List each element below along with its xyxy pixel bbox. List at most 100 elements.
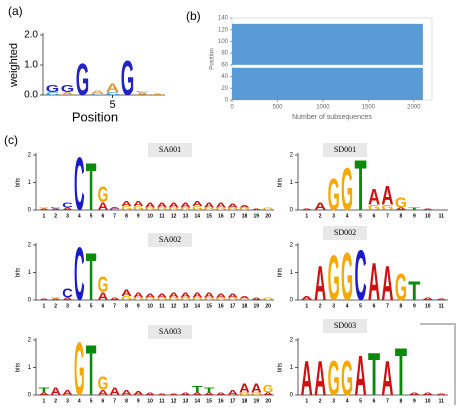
logo-letter: C [91,93,105,96]
logo-letter: A [314,200,327,213]
x-tick-label: 5 [359,398,362,404]
x-tick-label: 2 [54,213,57,219]
x-tick-label: 16 [218,213,224,219]
logo-letter: A [145,200,157,209]
logo-letter: G [192,205,203,211]
logo-title: SA001 [159,145,181,154]
x-tick-label: 2 [319,303,322,309]
logo-letter: T [408,207,421,211]
logo-letter: A [251,297,263,301]
y-tick-label: 0.0 [24,90,38,101]
logo-letter: A [109,207,120,209]
logo-letter: G [145,207,156,211]
x-tick-label: 3 [66,303,69,309]
logo-letter: A [180,200,192,209]
logo-letter: A [239,381,250,396]
logo-letter: A [98,388,110,397]
title-box [148,325,192,339]
logo-letter: G [121,295,132,301]
logo-letter: G [216,207,227,211]
logo-letter: A [39,298,50,300]
logo-letter: A [381,352,393,406]
logo-letter: A [109,297,121,301]
logo-letter: A [62,297,74,301]
logo-letter: A [62,388,74,397]
y-tick-label: 1.0 [24,60,38,71]
y-axis-label: Position [210,48,216,69]
logo-letter: A [157,200,169,209]
logo-letter: A [157,292,168,298]
logo-letter: G [204,207,215,211]
logo-letter: G [227,297,238,301]
logo-letter: G [121,51,135,106]
y-axis-label: bits [278,178,284,187]
logo-letter: A [204,290,216,299]
x-tick-label: 8 [400,398,403,404]
x-tick-label: 17 [230,303,236,309]
x-tick-label: 5 [90,398,93,404]
x-tick-label: 500 [272,105,283,111]
logo-letter: A [157,393,168,395]
x-tick-label: 3 [332,213,335,219]
logo-letter: A [216,200,228,209]
logo-letter: A [263,392,275,396]
x-tick-label: 12 [171,213,177,219]
y-axis-label: bits [278,268,284,277]
x-tick-label: 11 [439,303,445,309]
logo-letter: A [50,385,61,398]
logo-letter: A [121,199,133,208]
y-tick-label: 2 [28,243,32,249]
logo-letter: A [91,90,106,95]
logo-letter: G [98,373,109,394]
logo-letter: A [368,184,380,210]
logo-letter: G [133,297,144,301]
y-tick-label: 1 [28,270,32,276]
logo-title: SA002 [159,235,181,244]
logo-letter: A [227,388,239,397]
x-tick-label: 10 [147,303,153,309]
logo-letter: A [168,393,179,395]
x-tick-label: 3 [332,398,335,404]
x-tick-label: 8 [125,213,128,219]
logo-letter: A [314,352,326,406]
x-tick-label: 5 [90,303,93,309]
x-tick-label: 19 [254,213,260,219]
x-tick-label: 5 [359,213,362,219]
x-tick-label: 7 [386,213,389,219]
x-tick-label: 3 [66,213,69,219]
logo-letter: G [180,207,191,211]
logo-letter: G [239,207,250,211]
logo-letter: A [227,292,238,298]
logo-letter: A [301,295,313,301]
x-tick-label: 7 [113,303,116,309]
x-tick-label: 7 [386,303,389,309]
logo-letter: G [133,205,144,211]
logo-letter: G [39,207,50,209]
logo-letter: A [133,390,144,396]
logo-letter: G [341,157,353,224]
logo-letter: A [227,202,238,208]
logo-letter: A [301,208,313,210]
y-tick-label: 0 [225,98,229,104]
logo-letter: T [395,335,407,410]
y-tick-label: 60 [221,62,228,68]
x-tick-label: 1 [43,303,46,309]
x-tick-label: 10 [425,213,431,219]
logo-letter: A [133,199,145,208]
logo-letter: A [192,290,204,299]
logo-letter: G [251,392,262,396]
logo-letter: A [422,392,435,396]
x-tick-label: 3 [66,398,69,404]
x-tick-label: 7 [113,213,116,219]
logo-letter: A [62,207,74,211]
logo-letter: A [216,292,227,298]
x-tick-label: 2 [54,303,57,309]
logo-letter: G [121,205,132,211]
logo-letter: C [46,91,61,96]
x-tick-label: 20 [265,303,271,309]
logo-letter: C [354,236,366,316]
y-tick-label: 0 [290,298,294,304]
x-tick-label: 1 [305,303,308,309]
logo-letter: C [74,233,85,317]
